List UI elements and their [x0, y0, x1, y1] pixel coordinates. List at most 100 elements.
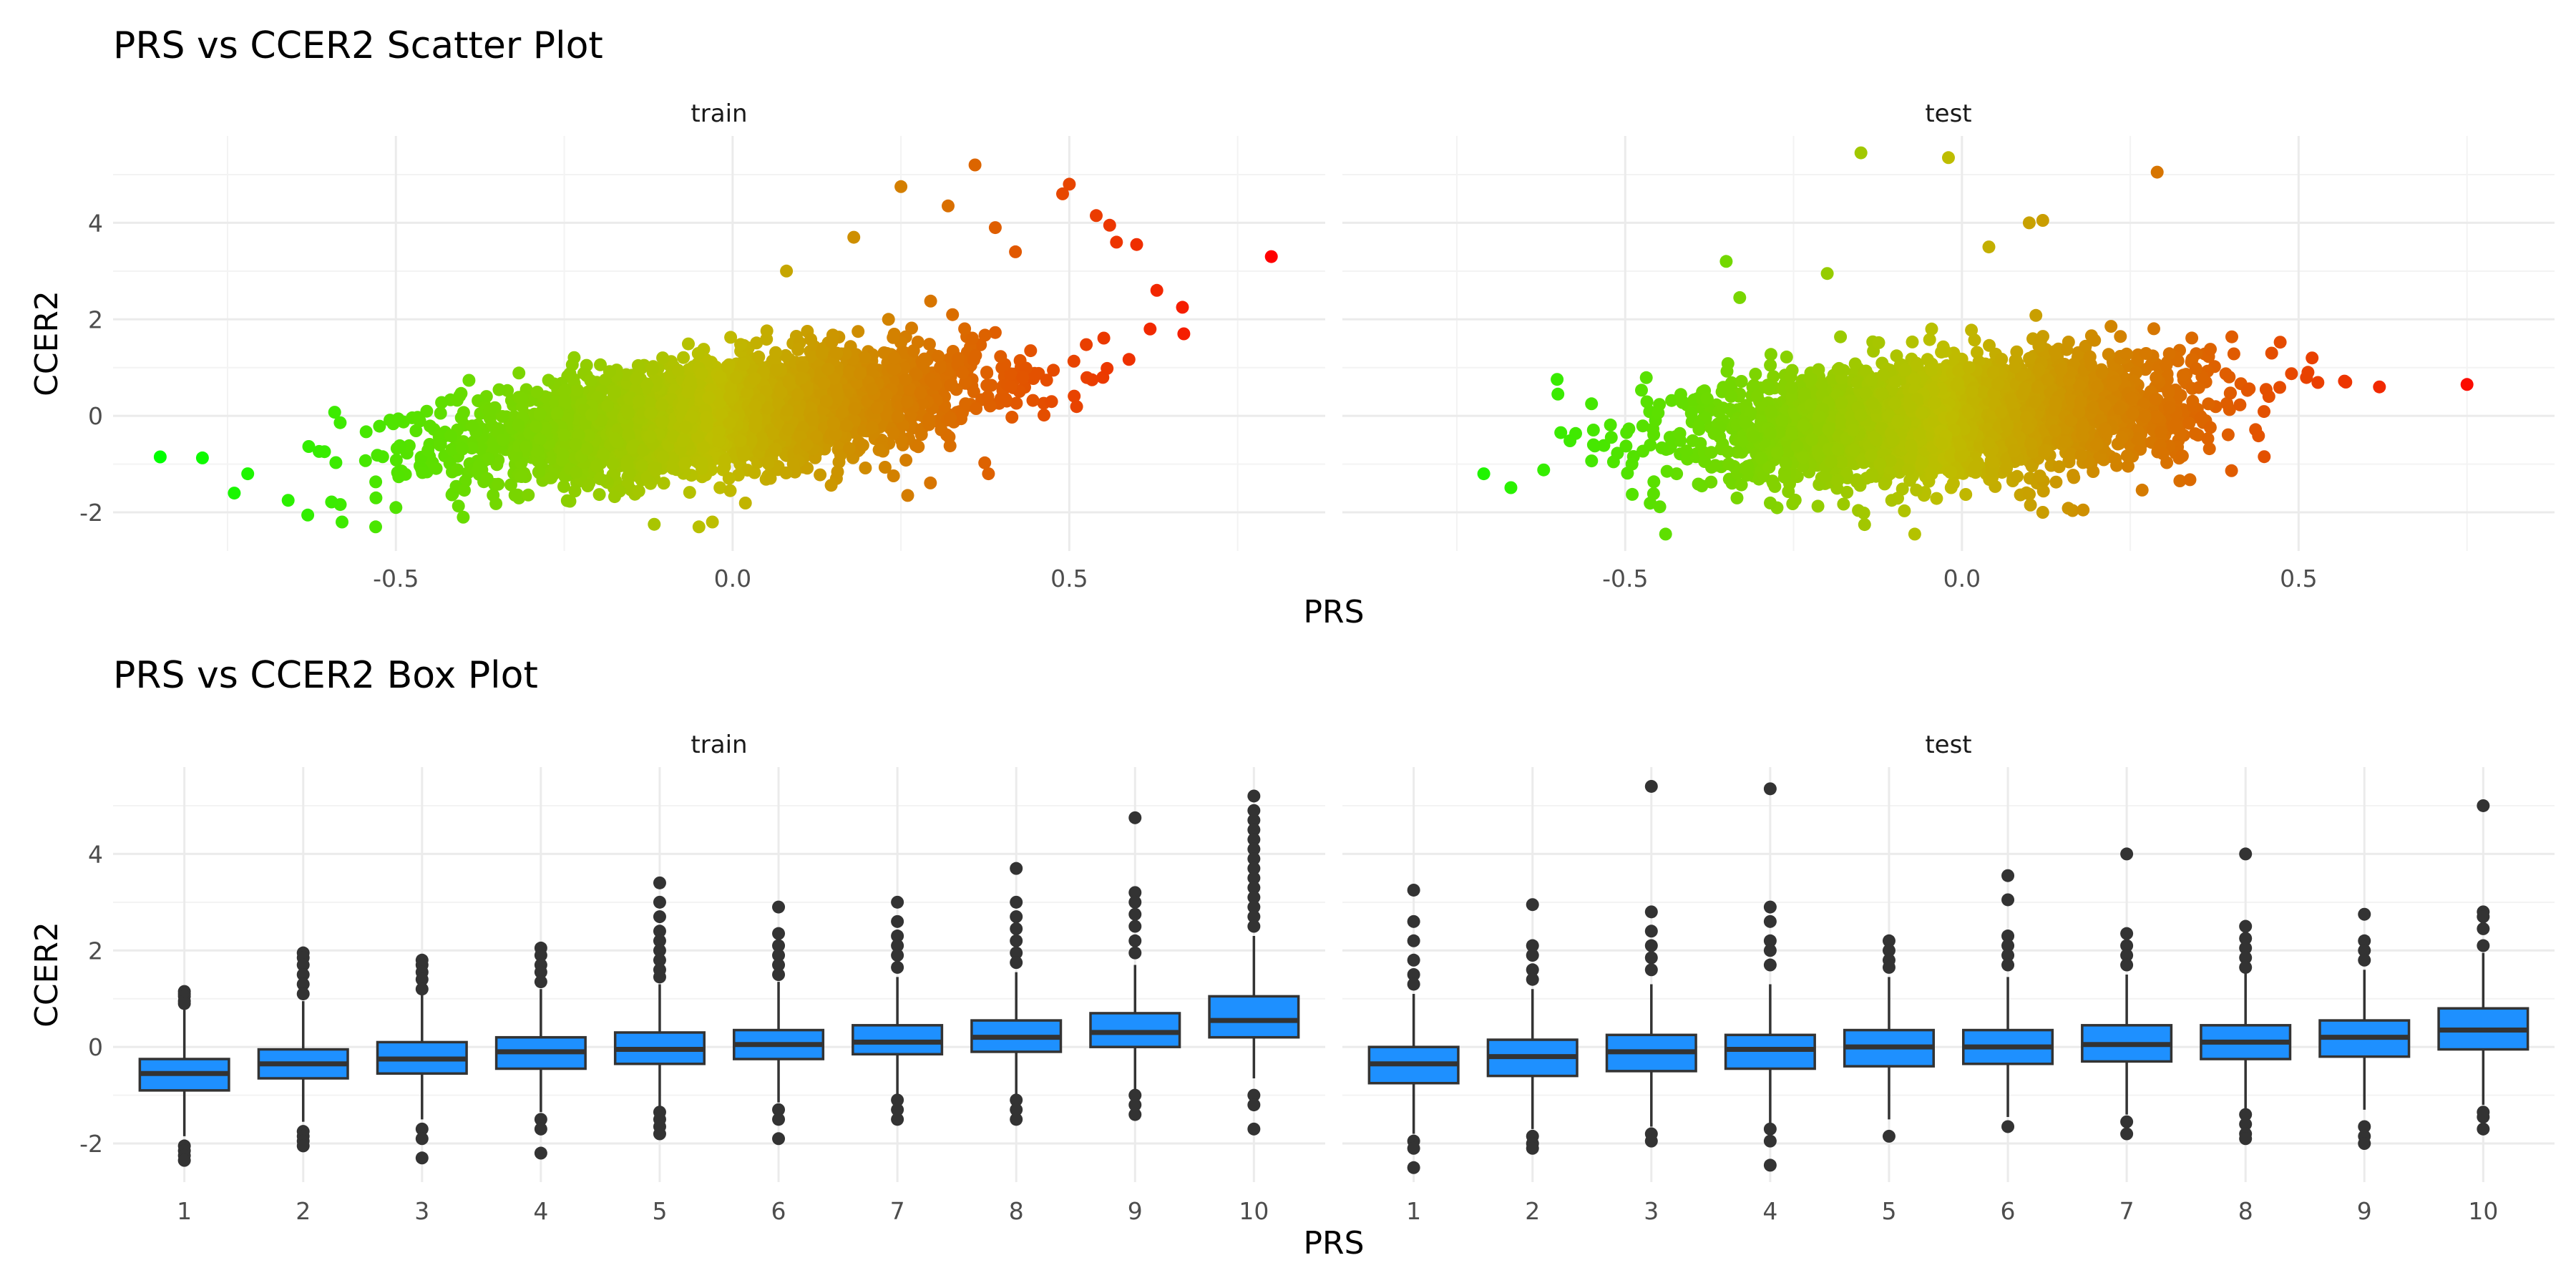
scatter-point: [681, 386, 695, 399]
scatter-point: [657, 477, 670, 490]
scatter-point: [329, 456, 343, 469]
scatter-point: [958, 322, 972, 336]
scatter-point: [780, 264, 794, 278]
scatter-point: [905, 321, 918, 335]
scatter-point: [590, 459, 603, 472]
scatter-point: [581, 479, 595, 492]
scatter-point: [1504, 481, 1518, 494]
scatter-point: [700, 411, 713, 424]
scatter-point: [558, 394, 572, 408]
x-tick-label: -0.5: [1602, 565, 1648, 592]
scatter-point: [899, 373, 912, 386]
scatter-point: [608, 386, 622, 399]
scatter-point: [452, 499, 465, 513]
scatter-point: [879, 389, 893, 401]
scatter-point: [983, 399, 997, 413]
scatter-point: [806, 411, 819, 424]
scatter-point: [824, 479, 838, 492]
scatter-point: [563, 367, 577, 381]
scatter-point: [1080, 338, 1093, 351]
scatter-point: [1264, 250, 1278, 263]
scatter-point: [1622, 422, 1636, 436]
scatter-panel-test: test-0.5 0.0 0.5: [1342, 99, 2555, 592]
scatter-point: [978, 328, 992, 342]
scatter-point: [748, 399, 762, 412]
scatter-point: [656, 450, 670, 464]
scatter-point: [766, 427, 780, 440]
scatter-point: [1130, 238, 1143, 251]
scatter-point: [606, 457, 620, 471]
scatter-point: [416, 466, 429, 479]
scatter-point: [988, 221, 1002, 235]
scatter-point: [737, 358, 750, 371]
scatter-point: [2185, 331, 2199, 345]
scatter-point: [1585, 454, 1599, 468]
scatter-point: [373, 419, 386, 433]
scatter-point: [1647, 475, 1661, 489]
scatter-point: [465, 441, 479, 455]
scatter-point: [738, 497, 752, 509]
scatter-point: [1047, 364, 1060, 377]
scatter-point: [769, 442, 782, 456]
scatter-point: [1070, 400, 1083, 414]
scatter-point: [1026, 394, 1040, 407]
scatter-point: [713, 481, 727, 494]
scatter-point: [533, 407, 547, 421]
scatter-point: [594, 358, 607, 371]
scatter-point: [1653, 500, 1667, 514]
scatter-point: [774, 386, 788, 399]
scatter-point: [333, 416, 347, 429]
scatter-point: [631, 358, 645, 372]
scatter-point: [569, 438, 582, 452]
scatter-point: [402, 439, 416, 452]
scatter-point: [1150, 283, 1163, 297]
scatter-point: [2104, 320, 2118, 333]
scatter-point: [737, 449, 751, 462]
scatter-point: [1749, 367, 1762, 381]
scatter-point: [620, 459, 634, 472]
scatter-point: [648, 517, 661, 531]
scatter-point: [1177, 327, 1191, 341]
scatter-point: [932, 350, 945, 363]
scatter-point: [970, 402, 983, 415]
scatter-point: [982, 467, 995, 481]
scatter-point: [2225, 464, 2238, 477]
scatter-point: [644, 406, 658, 420]
scatter-point: [635, 459, 649, 472]
scatter-point: [195, 451, 209, 464]
scatter-point: [769, 363, 783, 376]
scatter-point: [369, 491, 383, 504]
scatter-point: [2049, 475, 2063, 489]
scatter-point: [359, 425, 373, 439]
scatter-point: [281, 494, 295, 507]
x-tick-label: 0.0: [1943, 565, 1981, 592]
scatter-point: [749, 411, 763, 424]
scatter-point: [457, 484, 471, 497]
scatter-point: [691, 347, 705, 360]
scatter-point: [994, 350, 1008, 364]
scatter-point: [2258, 405, 2270, 419]
scatter-points-test: [1477, 146, 2474, 541]
scatter-point: [496, 433, 509, 447]
scatter-point: [492, 422, 505, 436]
scatter-point: [1097, 331, 1111, 345]
scatter-point: [608, 432, 622, 446]
scatter-point: [369, 520, 382, 534]
scatter-point: [434, 406, 447, 420]
scatter-point: [568, 484, 582, 498]
scatter-point: [854, 367, 867, 380]
scatter-point: [722, 472, 736, 485]
scatter-point: [592, 488, 606, 502]
scatter-point: [369, 475, 383, 489]
scatter-point: [791, 343, 805, 356]
scatter-point: [1009, 245, 1023, 258]
scatter-point: [465, 419, 479, 433]
scatter-point: [858, 351, 872, 364]
scatter-point: [567, 351, 581, 364]
scatter-point: [781, 423, 795, 436]
scatter-point: [2186, 394, 2200, 408]
scatter-point: [761, 457, 775, 470]
